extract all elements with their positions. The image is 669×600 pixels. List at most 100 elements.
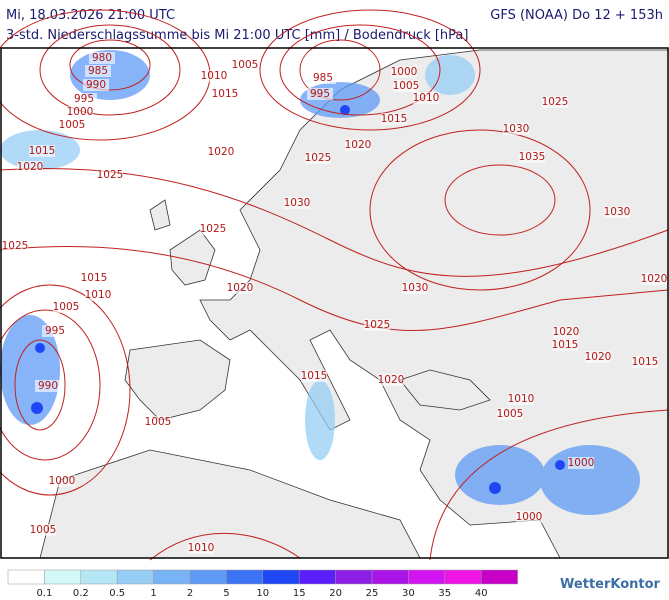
isobar-label-bg (391, 66, 417, 78)
isobar-label-bg (42, 325, 68, 337)
isobar-label-bg (59, 119, 85, 131)
legend-label: 35 (438, 588, 451, 599)
isobar-label-bg (67, 106, 93, 118)
isobar-label-bg (552, 339, 578, 351)
isobar-label-bg (97, 169, 123, 181)
isobar-label-bg (301, 370, 327, 382)
isobar-label: 995 (45, 325, 65, 337)
isobar-label: 1010 (413, 92, 440, 104)
legend-swatch (480, 569, 518, 585)
isobar-label-bg (2, 240, 28, 252)
isobar-label-bg (201, 70, 227, 82)
model-run: GFS (NOAA) Do 12 + 153h (490, 8, 663, 23)
isobar-label: 1030 (284, 197, 311, 209)
isobar-label: 1020 (17, 161, 44, 173)
isobar-label: 1025 (542, 96, 569, 108)
legend-label: 1 (150, 588, 156, 599)
legend-label: 5 (223, 588, 229, 599)
isobar-label: 1030 (503, 123, 530, 135)
isobar-label: 1025 (200, 223, 227, 235)
isobar-label: 1020 (208, 146, 235, 158)
isobar-label: 1025 (97, 169, 124, 181)
isobar-label: 1015 (381, 113, 408, 125)
isobar-label: 990 (86, 79, 106, 91)
isobar-label: 990 (38, 380, 58, 392)
legend-swatch (44, 569, 82, 585)
isobar-label-bg (71, 93, 97, 105)
heavy-precipitation (31, 105, 565, 494)
isobar-label-bg (632, 356, 658, 368)
isobar-label-bg (413, 92, 439, 104)
isobar-label-bg (508, 393, 534, 405)
isobar-label: 980 (92, 52, 112, 64)
logo: WetterKontor (560, 577, 661, 592)
isobar-label: 1020 (553, 326, 580, 338)
isobar-label-bg (83, 79, 109, 91)
isobar-label: 1020 (585, 351, 612, 363)
legend-label: 30 (402, 588, 415, 599)
isobar-label-bg (200, 223, 226, 235)
legend-swatch (444, 569, 482, 585)
isobar-label-bg (29, 145, 55, 157)
isobar-label-bg (81, 272, 107, 284)
isobar-label: 985 (88, 65, 108, 77)
isobar-label-bg (516, 511, 542, 523)
isobar-label-bg (284, 197, 310, 209)
legend-label: 15 (293, 588, 306, 599)
isobar-label: 1000 (391, 66, 418, 78)
isobar-label: 1015 (212, 88, 239, 100)
isobar-label-bg (85, 289, 111, 301)
isobar-label: 985 (313, 72, 333, 84)
legend-label: 2 (187, 588, 193, 599)
isobar-label: 1020 (641, 273, 668, 285)
map-frame (0, 47, 669, 559)
isobar-label: 1025 (305, 152, 332, 164)
legend-swatch (116, 569, 154, 585)
subtitle: 3-std. Niederschlagssumme bis Mi 21:00 U… (6, 28, 468, 43)
isobar-label-bg (49, 475, 75, 487)
legend-label: 20 (329, 588, 342, 599)
isobar-label: 1005 (232, 59, 259, 71)
isobar-label: 1005 (393, 80, 420, 92)
isobars (0, 9, 669, 561)
isobar-label-bg (568, 457, 594, 469)
legend-swatch (80, 569, 118, 585)
isobar-label: 1030 (604, 206, 631, 218)
isobar-label-bg (89, 52, 115, 64)
legend-label: 0.2 (73, 588, 89, 599)
isobar-label-bg (519, 151, 545, 163)
legend-swatch (298, 569, 336, 585)
isobar-label: 1000 (568, 457, 595, 469)
isobar-label: 1000 (516, 511, 543, 523)
isobar-label: 1005 (145, 416, 172, 428)
isobar-label-bg (208, 146, 234, 158)
isobar-label: 1010 (188, 542, 215, 554)
isobar-label: 995 (74, 93, 94, 105)
isobar-label: 1020 (227, 282, 254, 294)
isobar-label: 1015 (552, 339, 579, 351)
isobar-label-bg (227, 282, 253, 294)
isobar-label: 1020 (345, 139, 372, 151)
isobar-label-bg (402, 282, 428, 294)
isobar-label: 1010 (85, 289, 112, 301)
isobar-label: 1015 (81, 272, 108, 284)
legend-swatch (153, 569, 191, 585)
isobar-label: 1015 (632, 356, 659, 368)
isobar-label-bg (542, 96, 568, 108)
legend-label: 0.1 (36, 588, 52, 599)
legend-swatch (7, 569, 45, 585)
legend-swatch (226, 569, 264, 585)
land (39, 49, 669, 559)
isobar-label: 1000 (67, 106, 94, 118)
legend-label: 25 (366, 588, 379, 599)
isobar-label-bg (393, 80, 419, 92)
isobar-label-bg (585, 351, 611, 363)
isobar-label-bg (85, 65, 111, 77)
datetime: Mi, 18.03.2026 21:00 UTC (6, 8, 175, 23)
isobar-label-bg (188, 542, 214, 554)
isobar-label-bg (381, 113, 407, 125)
isobar-label: 1015 (29, 145, 56, 157)
isobar-label-bg (305, 152, 331, 164)
isobar-label: 1015 (301, 370, 328, 382)
